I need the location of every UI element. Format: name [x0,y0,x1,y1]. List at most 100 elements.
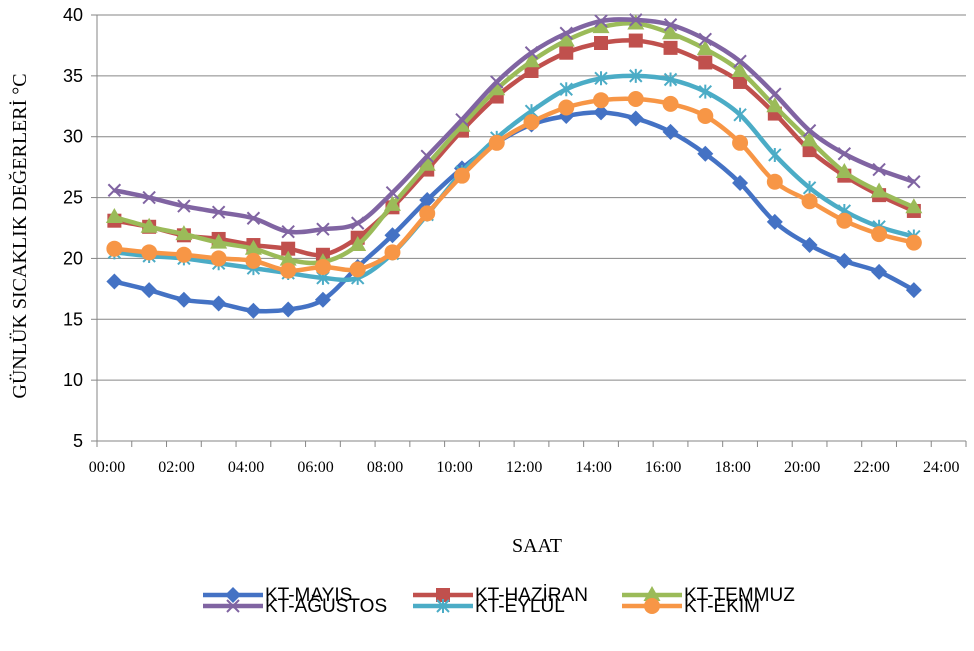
y-tick-label: 35 [63,66,83,86]
legend-label: KT-HAZİRAN [475,585,588,606]
y-tick-label: 15 [63,309,83,329]
data-point [106,273,123,290]
data-point [593,104,610,121]
y-tick-label: 40 [63,5,83,25]
data-point [107,183,122,197]
data-point [419,192,436,209]
data-point [768,147,782,162]
series-line [113,110,915,314]
data-point [766,173,783,190]
data-point [905,234,922,251]
data-point [524,63,539,78]
data-point [662,123,679,140]
legend-label: KT-MAYIS [265,585,352,606]
data-point [592,18,610,34]
series-line [114,73,915,283]
data-point [594,14,608,28]
data-point [696,40,714,56]
data-point [836,212,853,229]
data-point [141,282,158,299]
legend: KT-MAYIS KT-HAZİRAN KT-TEMMUZ KT-AĞUSTOS KT-… [203,585,795,617]
data-point [436,599,450,613]
legend-item: KT-EYLÜL [413,596,565,617]
data-point [768,87,782,101]
data-point [314,291,331,308]
data-point [453,116,471,132]
legend-item: KT-AĞUSTOS [203,595,387,617]
data-point [662,24,680,40]
data-point [177,199,191,213]
data-point [349,236,367,252]
data-point [281,224,295,239]
data-point [837,147,852,161]
data-point [281,241,296,256]
series-group [105,13,923,319]
data-point [557,31,575,47]
data-point [697,145,714,162]
series-3 [107,13,921,239]
data-point [594,35,609,50]
data-point [488,134,505,151]
data-point [490,75,504,89]
data-point [175,225,193,241]
data-point [420,149,434,163]
data-point [418,155,436,171]
data-point [245,302,262,319]
data-point [141,244,158,261]
x-tick-label: 02:00 [158,459,194,476]
data-point [384,227,401,244]
data-point [226,599,240,613]
data-point [643,586,661,601]
data-point [314,258,331,275]
y-tick-label: 10 [63,370,83,390]
data-point [383,195,401,211]
legend-label: KT-EKİM [684,596,760,617]
data-point [559,45,574,60]
data-point [280,301,297,318]
x-tick-label: 08:00 [367,459,403,476]
x-tick-label: 24:00 [923,459,959,476]
data-point [662,95,679,112]
legend-label: KT-EYLÜL [475,596,565,617]
legend-label: KT-AĞUSTOS [265,595,387,617]
data-point [350,216,365,230]
data-point [524,46,539,60]
data-point [488,80,506,96]
data-point [732,134,749,151]
series-line [113,21,915,266]
data-point [384,244,401,261]
y-tick-labels: 5 10 15 20 25 30 35 40 [63,5,83,451]
data-point [225,587,241,603]
data-point [558,99,575,116]
data-point [593,92,610,109]
series-5 [106,90,922,279]
data-point [245,252,262,269]
data-point [279,250,297,266]
data-point [697,108,714,125]
data-point [436,588,450,602]
x-tick-label: 20:00 [784,459,820,476]
data-point [905,198,923,214]
data-point [453,167,470,184]
legend-label: KT-TEMMUZ [684,585,795,606]
y-tick-label: 30 [63,127,83,147]
data-point [628,33,643,48]
data-point [802,180,817,195]
data-point [175,246,192,263]
data-point [106,240,123,257]
data-point [594,71,608,86]
data-point [210,295,227,312]
series-4 [107,68,921,285]
data-point [210,250,227,267]
data-point [731,61,749,77]
series-2 [105,14,923,269]
data-point [835,163,853,179]
data-point [871,226,888,243]
data-point [836,252,853,269]
data-point [523,114,540,131]
legend-item: KT-HAZİRAN [413,585,588,606]
x-tick-label: 12:00 [506,459,542,476]
x-tick-label: 22:00 [853,459,889,476]
x-tick-label: 18:00 [714,459,750,476]
x-tick-label: 04:00 [228,459,264,476]
